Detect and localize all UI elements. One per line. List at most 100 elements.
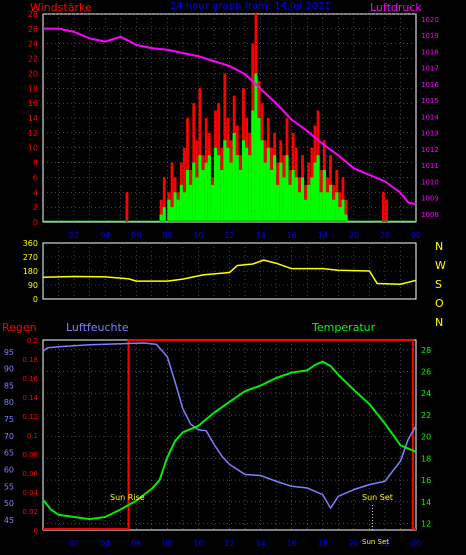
- wind-avg-bar: [195, 177, 199, 222]
- wind-avg-bar: [263, 162, 267, 222]
- wind-avg-bar: [167, 199, 171, 222]
- temperature-y-tick-label: 20: [421, 433, 431, 442]
- wind-avg-bar: [325, 192, 330, 222]
- wind-avg-bar: [272, 155, 277, 222]
- wind-y-tick-label: 12: [28, 129, 38, 138]
- x-tick-label: 14: [255, 539, 265, 548]
- pressure-y-tick-label: 1011: [421, 162, 439, 170]
- rain-y-tick-label: 0.2: [27, 337, 38, 345]
- direction-y-tick-label: 90: [28, 281, 38, 290]
- x-tick-label: 02: [69, 539, 79, 548]
- pressure-y-tick-label: 1008: [421, 211, 439, 219]
- wind-avg-bar: [307, 184, 311, 222]
- wind-avg-bar: [304, 199, 308, 222]
- humidity-y-tick-label: 50: [4, 499, 14, 508]
- temperature-y-tick-label: 14: [421, 498, 431, 507]
- temperature-y-tick-label: 28: [421, 346, 431, 355]
- wind-avg-bar: [300, 177, 305, 222]
- pressure-y-tick-label: 1018: [421, 48, 439, 56]
- chart-title: 24 hour graph from: 14.Jul.2021: [170, 1, 331, 12]
- wind-y-tick-label: 18: [28, 84, 38, 93]
- wind-pressure-plot: 0246810121416182022242628100810091010101…: [28, 10, 440, 240]
- pressure-y-tick-label: 1020: [421, 16, 439, 24]
- x-tick-label: 16: [287, 539, 297, 548]
- rain-y-tick-label: 0.1: [27, 432, 38, 440]
- wind-avg-bar: [185, 170, 190, 222]
- pressure-axis-title: Luftdruck: [370, 1, 422, 14]
- wind-y-tick-label: 6: [33, 173, 38, 182]
- wind-gust-bar: [381, 192, 385, 222]
- x-tick-label: 08: [162, 539, 172, 548]
- x-tick-label: 16: [287, 231, 297, 240]
- wind-avg-bar: [251, 110, 255, 222]
- wind-gust-bar: [344, 199, 348, 222]
- wind-avg-bar: [244, 147, 249, 222]
- humidity-y-tick-label: 60: [4, 465, 14, 474]
- humidity-y-tick-label: 55: [4, 482, 14, 491]
- rain-y-tick-label: 0: [34, 527, 38, 535]
- rain-y-tick-label: 0.16: [22, 375, 38, 383]
- wind-avg-bar: [279, 162, 283, 222]
- wind-avg-bar: [248, 155, 252, 222]
- wind-y-tick-label: 8: [33, 159, 38, 168]
- direction-letter-n-bottom: N: [435, 316, 443, 329]
- temperature-y-tick-label: 26: [421, 367, 431, 376]
- wind-avg-bar: [182, 192, 187, 222]
- x-tick-label: 08: [162, 231, 172, 240]
- pressure-y-tick-label: 1015: [421, 97, 439, 105]
- direction-letter-s: S: [435, 278, 442, 291]
- wind-avg-bar: [338, 207, 342, 222]
- x-tick-label: 00: [411, 231, 421, 240]
- wind-y-tick-label: 4: [33, 188, 38, 197]
- wind-y-tick-label: 16: [28, 99, 38, 108]
- wind-avg-bar: [269, 170, 274, 222]
- wind-direction-line: [42, 259, 417, 285]
- rain-y-tick-label: 0.14: [22, 394, 38, 402]
- rain-y-tick-label: 0.18: [22, 356, 38, 364]
- wind-avg-bar: [332, 199, 336, 222]
- x-tick-label: 06: [131, 231, 141, 240]
- rain-y-tick-label: 0.02: [22, 508, 38, 516]
- wind-avg-bar: [217, 155, 221, 222]
- humidity-y-tick-label: 65: [4, 449, 14, 458]
- wind-avg-bar: [285, 155, 289, 222]
- temperature-y-tick-label: 24: [421, 389, 431, 398]
- x-tick-label: 02: [69, 231, 79, 240]
- rain-y-tick-label: 0.08: [22, 451, 38, 459]
- wind-avg-bar: [170, 207, 174, 222]
- sun-set-axis-marker: Sun Set: [362, 538, 389, 546]
- direction-letter-n-top: N: [435, 240, 443, 253]
- wind-avg-bar: [173, 192, 177, 222]
- direction-y-tick-label: 180: [23, 267, 38, 276]
- wind-avg-bar: [322, 170, 326, 222]
- wind-avg-bar: [341, 199, 345, 222]
- temperature-axis-title: Temperatur: [311, 321, 376, 334]
- wind-avg-bar: [176, 199, 180, 222]
- wind-avg-bar: [297, 192, 302, 222]
- wind-avg-bar: [235, 155, 239, 222]
- x-tick-label: 12: [224, 539, 234, 548]
- x-tick-label: 12: [224, 231, 234, 240]
- wind-avg-bar: [260, 140, 264, 222]
- rain-axis-title: Regen: [2, 321, 37, 334]
- rain-y-tick-label: 0.06: [22, 470, 38, 478]
- direction-y-tick-label: 360: [23, 239, 38, 248]
- wind-avg-bar: [232, 132, 236, 222]
- temperature-y-tick-label: 18: [421, 454, 431, 463]
- pressure-line: [43, 27, 417, 206]
- wind-avg-bar: [213, 147, 218, 222]
- x-tick-label: 04: [100, 231, 110, 240]
- wind-avg-bar: [335, 192, 339, 222]
- temperature-y-tick-label: 12: [421, 519, 431, 528]
- pressure-y-tick-label: 1014: [421, 113, 439, 121]
- wind-gust-bar: [125, 192, 129, 222]
- pressure-y-tick-label: 1019: [421, 32, 439, 40]
- wind-avg-bar: [159, 214, 163, 222]
- wind-avg-bar: [328, 184, 333, 222]
- humidity-y-tick-label: 85: [4, 381, 14, 390]
- wind-y-tick-label: 14: [28, 114, 38, 123]
- rain-line: [43, 339, 416, 531]
- wind-y-tick-label: 10: [28, 144, 38, 153]
- direction-letter-o: O: [435, 297, 444, 310]
